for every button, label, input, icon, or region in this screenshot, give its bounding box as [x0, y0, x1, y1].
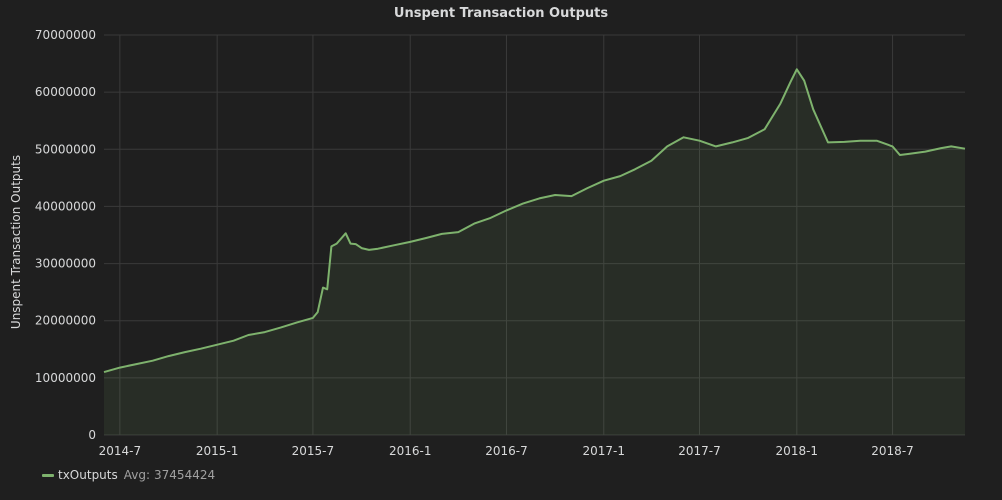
x-axis-ticks: 2014-7 2015-1 2015-7 2016-1 2016-7 2017-1 2017… — [99, 444, 914, 458]
y-tick-label: 60000000 — [35, 85, 96, 99]
y-tick-label: 40000000 — [35, 199, 96, 213]
legend-series-swatch — [42, 473, 54, 477]
y-tick-label: 50000000 — [35, 142, 96, 156]
x-tick-label: 2015-7 — [292, 444, 335, 458]
y-axis-label: Unspent Transaction Outputs — [9, 155, 23, 329]
legend-avg-value: 37454424 — [154, 468, 216, 482]
x-tick-label: 2016-7 — [485, 444, 528, 458]
series-area-txoutputs — [104, 69, 965, 436]
legend-series-name[interactable]: txOutputs — [58, 468, 118, 482]
line-layer — [103, 68, 966, 374]
x-tick-label: 2016-1 — [389, 444, 432, 458]
x-tick-label: 2018-7 — [871, 444, 914, 458]
grid-layer — [104, 34, 965, 436]
x-tick-label: 2015-1 — [196, 444, 239, 458]
y-tick-label: 30000000 — [35, 257, 96, 271]
y-tick-label: 0 — [88, 428, 96, 442]
legend-avg-label: Avg: — [123, 468, 151, 482]
y-axis-ticks: 0 10000000 20000000 30000000 40000000 5000000… — [35, 28, 96, 442]
x-tick-label: 2018-1 — [776, 444, 819, 458]
x-tick-label: 2017-1 — [583, 444, 626, 458]
y-tick-label: 20000000 — [35, 314, 96, 328]
area-layer — [104, 69, 965, 436]
x-tick-label: 2014-7 — [99, 444, 142, 458]
y-tick-label: 70000000 — [35, 28, 96, 42]
chart-title: Unspent Transaction Outputs — [393, 6, 609, 21]
legend: txOutputs Avg: 37454424 — [42, 468, 215, 482]
x-tick-label: 2017-7 — [678, 444, 721, 458]
series-line-txoutputs[interactable] — [103, 68, 966, 374]
y-tick-label: 10000000 — [35, 371, 96, 385]
